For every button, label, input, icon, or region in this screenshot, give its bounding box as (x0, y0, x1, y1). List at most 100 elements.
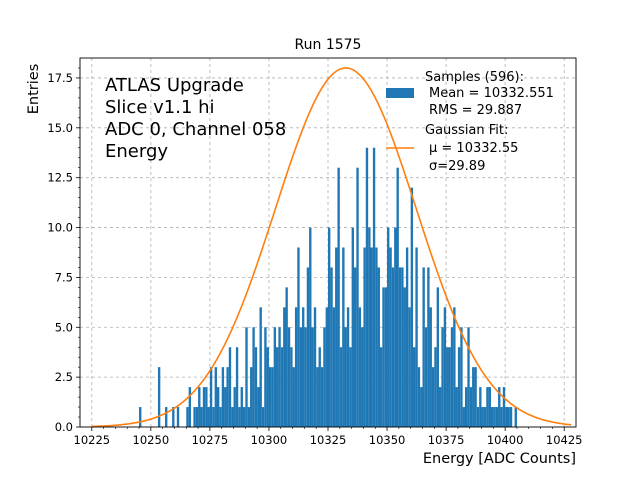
histogram-bar (422, 267, 425, 427)
histogram-bar (335, 247, 338, 427)
histogram-bar (290, 347, 293, 427)
histogram-bar (198, 387, 201, 427)
histogram-bar (285, 287, 288, 427)
histogram-bar (157, 367, 161, 427)
histogram-bars (139, 147, 517, 427)
histogram-bar (455, 387, 458, 427)
y-tick-label: 7.5 (55, 270, 73, 284)
histogram-bar (172, 407, 175, 427)
x-axis-label: Energy [ADC Counts] (423, 451, 576, 467)
histogram-bar (358, 307, 362, 427)
histogram-bar (209, 367, 213, 427)
x-tick-label: 10400 (487, 433, 524, 447)
histogram-bar (257, 387, 260, 427)
histogram-bar (460, 327, 463, 427)
histogram-bar (202, 387, 206, 427)
histogram-bar (176, 407, 180, 427)
histogram-bar (495, 407, 499, 427)
histogram-bar (405, 247, 409, 427)
legend-histogram-rms: RMS = 29.887 (429, 103, 522, 118)
histogram-bar (457, 347, 461, 427)
histogram-bar (245, 327, 248, 427)
histogram-bar (351, 227, 354, 427)
histogram-bar (431, 367, 435, 427)
histogram-bar (346, 307, 350, 427)
chart-title: Run 1575 (295, 37, 362, 53)
histogram-bar (247, 407, 251, 427)
histogram-bar (280, 347, 284, 427)
histogram-bar (316, 367, 319, 427)
histogram-bar (398, 267, 402, 427)
histogram-bar (377, 267, 380, 427)
histogram-bar (361, 327, 364, 427)
histogram-bar (464, 387, 468, 427)
histogram-bar (216, 387, 220, 427)
histogram-bar (325, 307, 328, 427)
histogram-bar (372, 147, 376, 427)
histogram-bar (224, 387, 227, 427)
histogram-bar (476, 407, 480, 427)
x-tick-label: 10375 (428, 433, 465, 447)
histogram-bar (299, 327, 303, 427)
x-tick-label: 10250 (133, 433, 170, 447)
histogram-bar (254, 347, 258, 427)
histogram-bar (384, 287, 388, 427)
histogram-bar (509, 407, 513, 427)
x-tick-label: 10225 (74, 433, 111, 447)
histogram-bar (363, 247, 366, 427)
annotation-line-4: Energy (105, 141, 168, 162)
histogram-bar (287, 327, 291, 427)
histogram-bar (472, 367, 475, 427)
y-tick-label: 10.0 (47, 221, 73, 235)
y-axis: 0.0 2.5 5.0 7.5 10.0 12.5 15.0 17.5 (47, 67, 80, 434)
histogram-bar (365, 147, 369, 427)
histogram-bar (332, 307, 336, 427)
y-tick-label: 17.5 (47, 71, 73, 85)
annotation-line-1: ATLAS Upgrade (105, 75, 244, 96)
histogram-bar (228, 347, 232, 427)
y-tick-label: 12.5 (47, 171, 73, 185)
histogram-bar (219, 407, 222, 427)
histogram-bar (242, 407, 246, 427)
histogram-bar (396, 167, 399, 427)
histogram-bar (401, 267, 404, 427)
legend-histogram-label: Samples (596): (425, 70, 524, 85)
histogram-bar (505, 407, 508, 427)
y-tick-label: 2.5 (55, 370, 73, 384)
annotation-block: ATLAS Upgrade Slice v1.1 hi ADC 0, Chann… (105, 75, 286, 162)
histogram-bar (427, 267, 430, 427)
histogram-bar (337, 167, 340, 427)
histogram-bar (483, 407, 487, 427)
histogram-bar (387, 227, 390, 427)
histogram-bar (420, 387, 423, 427)
histogram-bar (450, 327, 454, 427)
histogram-bar (394, 227, 397, 427)
histogram-bar (446, 347, 449, 427)
histogram-bar (408, 307, 411, 427)
legend: Samples (596): Mean = 10332.551 RMS = 29… (386, 70, 554, 174)
x-axis: 10225 10250 10275 10300 10325 10350 10375 10400… (74, 427, 582, 447)
histogram-bar (488, 387, 491, 427)
histogram-bar (493, 407, 496, 427)
histogram-bar (474, 367, 477, 427)
histogram-bar (469, 387, 473, 427)
y-tick-label: 5.0 (55, 320, 73, 334)
histogram-bar (261, 407, 265, 427)
histogram-bar (424, 327, 428, 427)
histogram-bar (514, 407, 517, 427)
histogram-bar (453, 307, 456, 427)
histogram-bar (311, 327, 314, 427)
histogram-bar (302, 307, 305, 427)
histogram-bar (278, 327, 281, 427)
annotation-line-3: ADC 0, Channel 058 (105, 119, 286, 140)
histogram-bar (490, 407, 494, 427)
x-tick-label: 10275 (192, 433, 229, 447)
histogram-bar (439, 387, 442, 427)
histogram-bar (330, 267, 333, 427)
histogram-bar (205, 387, 208, 427)
histogram-bar (502, 387, 506, 427)
histogram-bar (462, 407, 465, 427)
legend-fit-sigma: σ=29.89 (429, 159, 485, 174)
histogram-bar (283, 307, 286, 427)
histogram-bar (294, 307, 298, 427)
